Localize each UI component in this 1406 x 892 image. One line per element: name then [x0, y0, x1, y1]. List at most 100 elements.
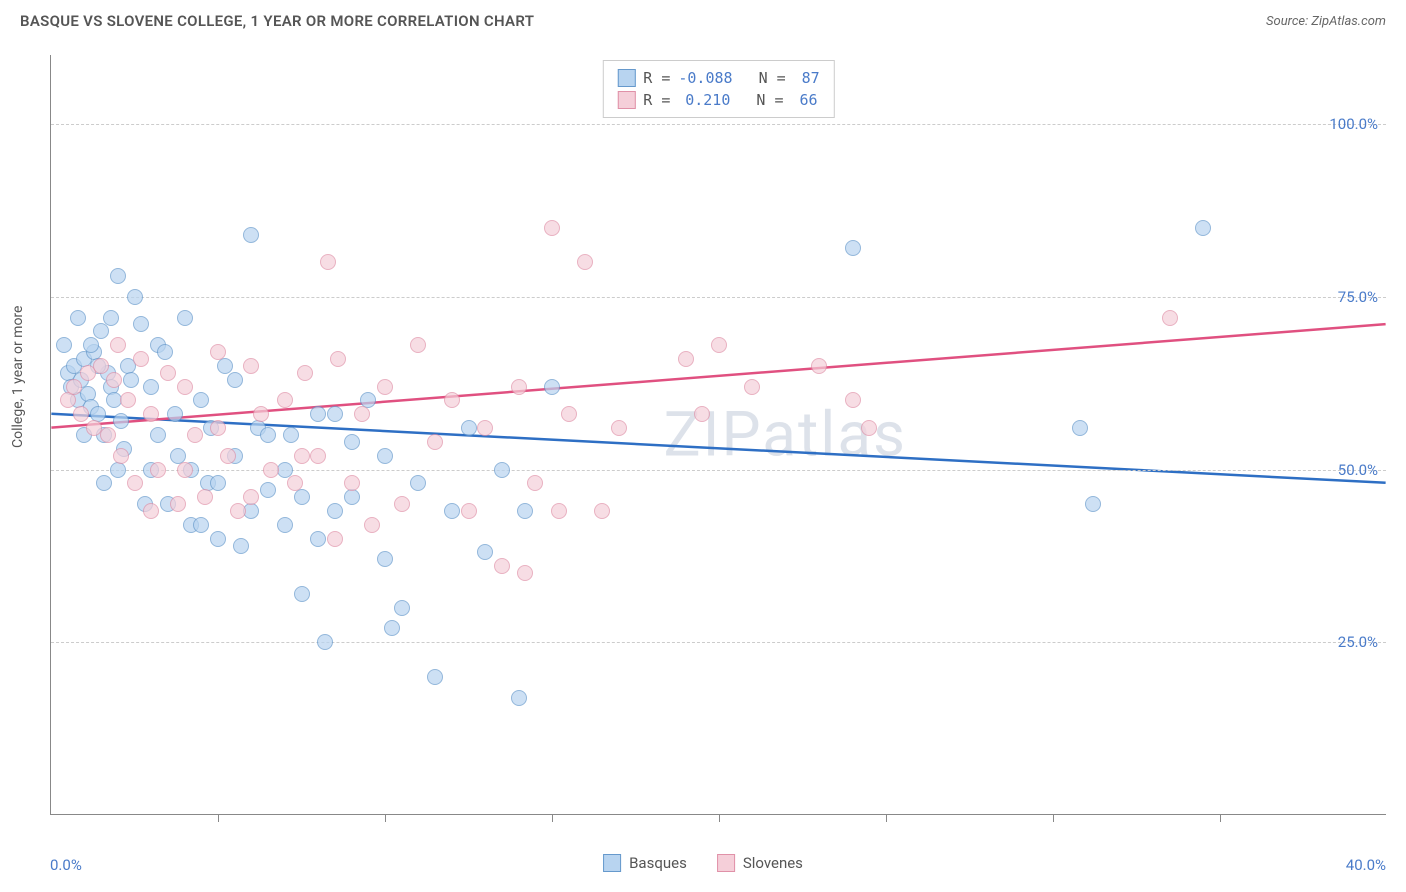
n-label: N = [738, 91, 783, 109]
basques-point [70, 310, 86, 326]
slovenes-point [73, 406, 89, 422]
basques-point [394, 600, 410, 616]
slovenes-point [611, 420, 627, 436]
basques-point [96, 475, 112, 491]
slovenes-point [444, 392, 460, 408]
slovenes-point [364, 517, 380, 533]
basques-point [193, 392, 209, 408]
slovenes-point [287, 475, 303, 491]
slovenes-point [354, 406, 370, 422]
basques-point [344, 489, 360, 505]
chart-plot-area: ZIPatlas R = -0.088 N = 87 R = 0.210 N =… [50, 55, 1386, 815]
basques-point [110, 462, 126, 478]
slovenes-point [253, 406, 269, 422]
slovenes-point [143, 406, 159, 422]
y-tick-label: 25.0% [1338, 633, 1378, 651]
basques-point [310, 531, 326, 547]
basques-point [56, 337, 72, 353]
slovenes-point [110, 337, 126, 353]
slovenes-point [243, 489, 259, 505]
basques-point [377, 448, 393, 464]
basques-point [317, 634, 333, 650]
basques-point [444, 503, 460, 519]
basques-point [260, 427, 276, 443]
basques-point [283, 427, 299, 443]
slovenes-point [133, 351, 149, 367]
slovenes-point [494, 558, 510, 574]
y-axis-label: College, 1 year or more [10, 306, 26, 448]
basques-point [384, 620, 400, 636]
basques-point [461, 420, 477, 436]
basques-point [150, 427, 166, 443]
basques-point [377, 551, 393, 567]
slovenes-point [551, 503, 567, 519]
basques-point [143, 379, 159, 395]
slovenes-point [811, 358, 827, 374]
basques-point [494, 462, 510, 478]
slovenes-point [577, 254, 593, 270]
basques-point [210, 475, 226, 491]
basques-point [511, 690, 527, 706]
x-tick [886, 814, 887, 822]
r-label: R = [643, 69, 670, 87]
basques-point [260, 482, 276, 498]
legend-item-basques: Basques [603, 854, 687, 872]
gridline-horizontal [51, 470, 1386, 471]
slovenes-point [544, 220, 560, 236]
y-tick-label: 100.0% [1329, 115, 1378, 133]
basques-point [310, 406, 326, 422]
x-tick [385, 814, 386, 822]
slovenes-point [187, 427, 203, 443]
slovenes-point [220, 448, 236, 464]
slovenes-point [177, 462, 193, 478]
slovenes-point [461, 503, 477, 519]
x-axis-min-label: 0.0% [50, 856, 82, 874]
basques-point [227, 372, 243, 388]
slovenes-point [197, 489, 213, 505]
basques-point [327, 406, 343, 422]
slovenes-point [100, 427, 116, 443]
slovenes-point [243, 358, 259, 374]
basques-swatch-icon [603, 854, 621, 872]
slovenes-swatch [617, 91, 635, 109]
y-tick-label: 75.0% [1338, 288, 1378, 306]
slovenes-point [143, 503, 159, 519]
slovenes-n-value: 66 [792, 91, 818, 109]
slovenes-point [297, 365, 313, 381]
r-label: R = [643, 91, 670, 109]
slovenes-point [120, 392, 136, 408]
basques-point [103, 310, 119, 326]
slovenes-point [744, 379, 760, 395]
slovenes-point [678, 351, 694, 367]
y-tick-label: 50.0% [1338, 461, 1378, 479]
basques-r-value: -0.088 [678, 69, 732, 87]
slovenes-point [394, 496, 410, 512]
slovenes-point [477, 420, 493, 436]
slovenes-point [330, 351, 346, 367]
basques-point [167, 406, 183, 422]
x-tick [552, 814, 553, 822]
slovenes-point [511, 379, 527, 395]
slovenes-point [561, 406, 577, 422]
basques-point [193, 517, 209, 533]
basques-point [327, 503, 343, 519]
basques-label: Basques [629, 854, 687, 872]
slovenes-point [170, 496, 186, 512]
basques-point [243, 227, 259, 243]
basques-point [157, 344, 173, 360]
x-tick [1220, 814, 1221, 822]
chart-source: Source: ZipAtlas.com [1266, 14, 1386, 29]
slovenes-point [845, 392, 861, 408]
slovenes-point [320, 254, 336, 270]
slovenes-point [310, 448, 326, 464]
x-tick [1053, 814, 1054, 822]
basques-point [427, 669, 443, 685]
basques-point [127, 289, 143, 305]
basques-point [544, 379, 560, 395]
trend-lines [51, 55, 1386, 814]
slovenes-r-value: 0.210 [678, 91, 730, 109]
gridline-horizontal [51, 642, 1386, 643]
slovenes-point [410, 337, 426, 353]
slovenes-point [263, 462, 279, 478]
basques-point [294, 489, 310, 505]
